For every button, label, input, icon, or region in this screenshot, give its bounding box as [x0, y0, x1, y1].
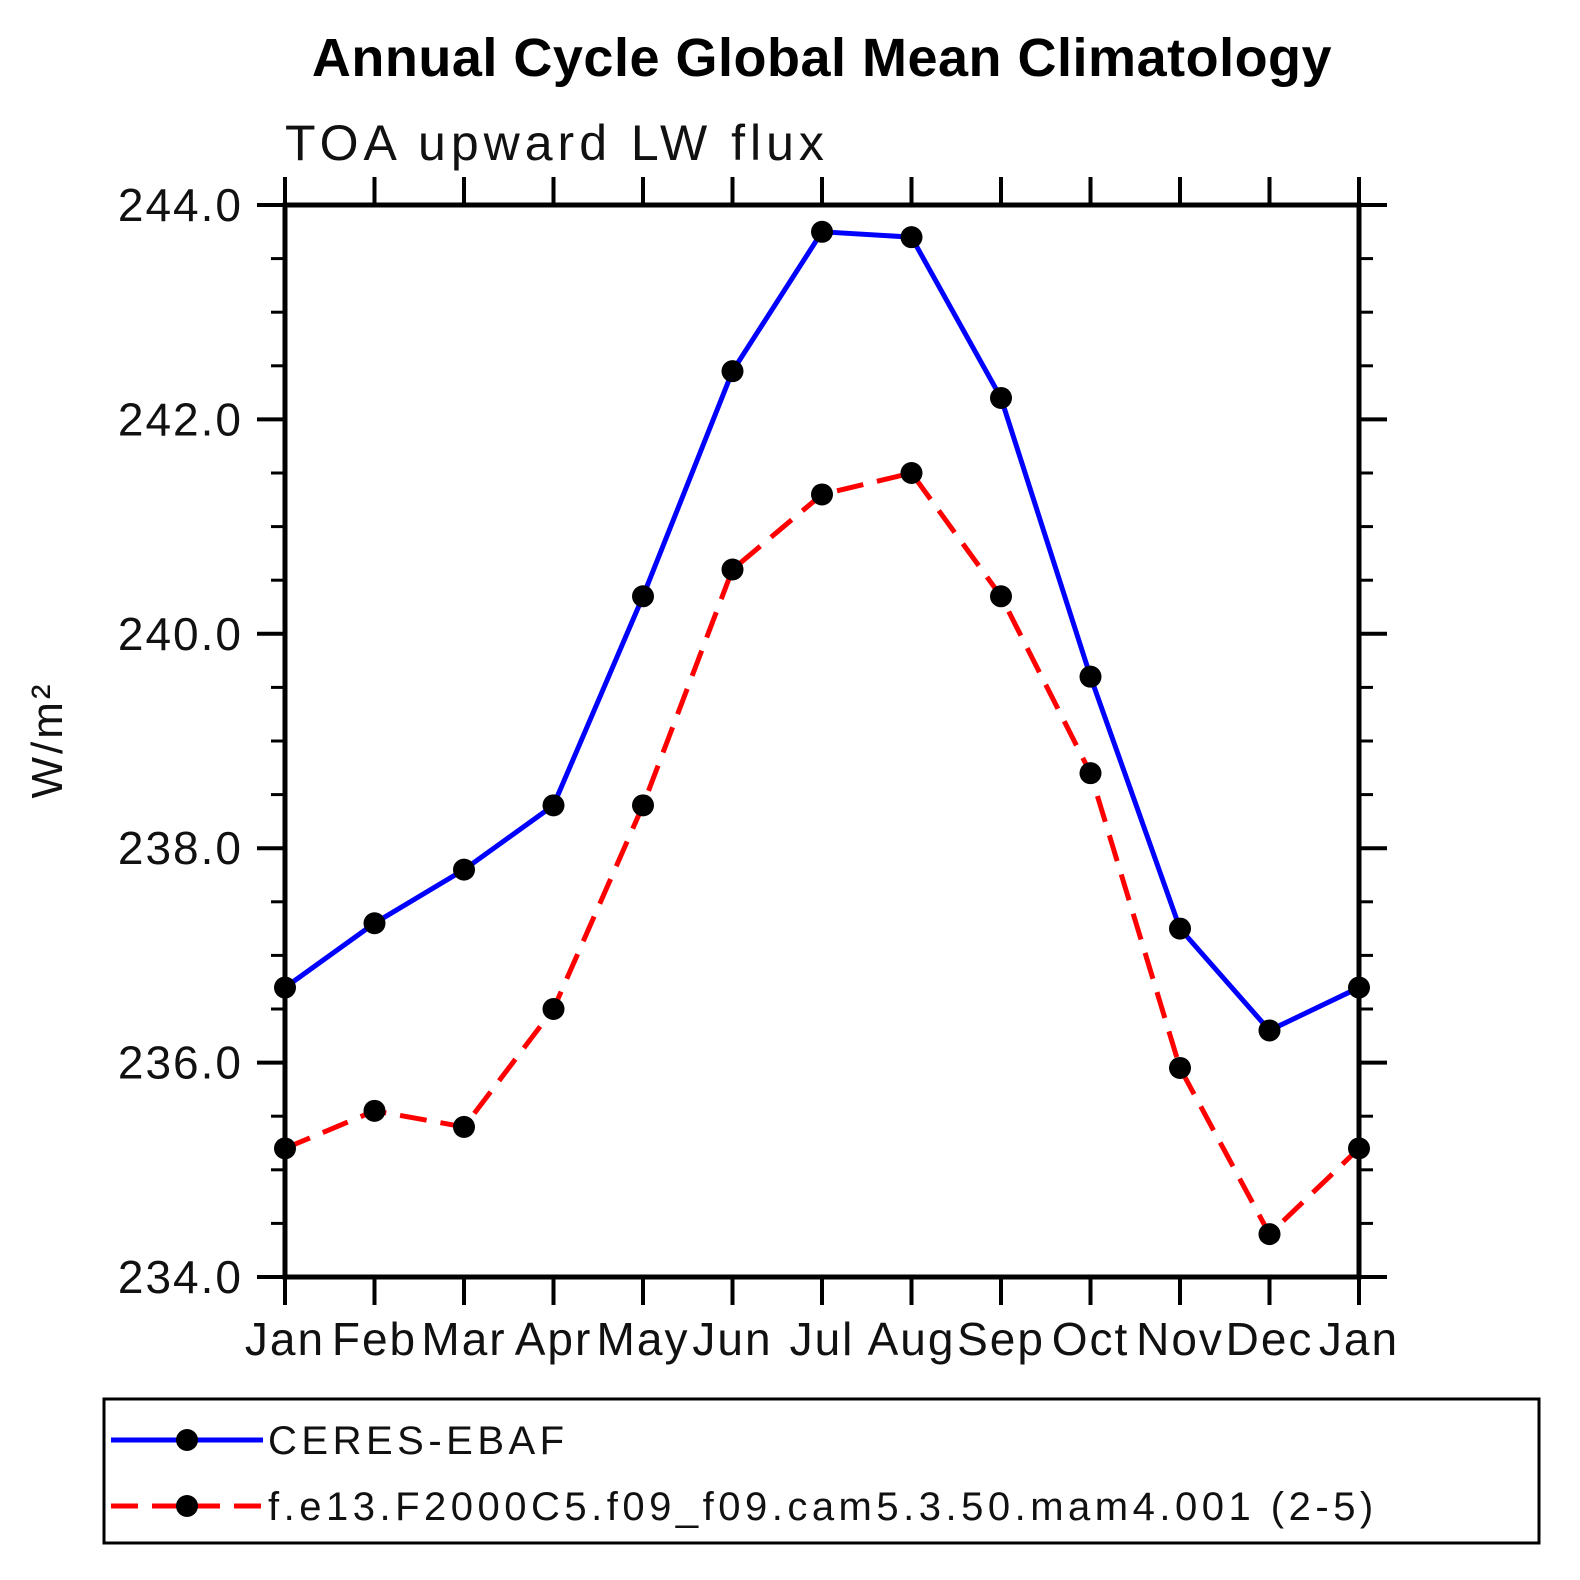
- legend-label: CERES-EBAF: [268, 1419, 569, 1463]
- x-tick-label: Jun: [692, 1313, 772, 1365]
- data-point: [990, 386, 1012, 409]
- data-point: [1079, 762, 1102, 785]
- data-point: [1079, 665, 1102, 688]
- chart-subtitle: TOA upward LW flux: [285, 115, 829, 171]
- plot-frame: [282, 202, 1362, 1280]
- data-point: [542, 794, 565, 817]
- data-point: [811, 483, 833, 506]
- data-series: [274, 220, 1370, 1246]
- legend-entry-model: f.e13.F2000C5.f09_f09.cam5.3.50.mam4.001…: [111, 1485, 1378, 1529]
- legend-box: [102, 1397, 1541, 1545]
- legend-entry-ceres-ebaf: CERES-EBAF: [111, 1419, 569, 1463]
- x-tick-label: Nov: [1136, 1313, 1224, 1365]
- legend: CERES-EBAF f.e13.F2000C5.f09_f09.cam5.3.…: [102, 1397, 1541, 1545]
- series-line-2: [284, 470, 1361, 1239]
- x-tick-label: Jan: [1319, 1313, 1399, 1365]
- page-title: Annual Cycle Global Mean Climatology: [312, 28, 1332, 88]
- data-point: [542, 998, 565, 1020]
- data-point: [363, 912, 386, 935]
- data-point: [632, 585, 654, 608]
- data-point: [363, 1099, 386, 1122]
- data-point: [811, 220, 833, 243]
- y-tick-label: 242.0: [118, 393, 243, 445]
- data-point: [721, 360, 744, 383]
- data-point: [453, 858, 475, 881]
- data-point: [900, 226, 923, 249]
- y-axis-title: W/m²: [23, 681, 72, 798]
- data-point: [990, 585, 1012, 608]
- y-tick-label: 240.0: [118, 608, 243, 660]
- x-tick-label: Oct: [1052, 1313, 1130, 1365]
- legend-marker-icon: [176, 1429, 198, 1451]
- data-point: [453, 1115, 475, 1138]
- x-tick-label: May: [597, 1313, 690, 1365]
- data-point: [1169, 917, 1191, 940]
- x-tick-label: Jul: [790, 1313, 855, 1365]
- y-tick-label: 234.0: [118, 1251, 243, 1303]
- x-tick-label: Jan: [245, 1313, 325, 1365]
- data-point: [1169, 1056, 1191, 1079]
- data-point: [632, 794, 654, 817]
- data-point: [1258, 1019, 1281, 1042]
- data-point: [1258, 1223, 1281, 1246]
- x-tick-label: Aug: [868, 1313, 956, 1365]
- x-tick-label: Dec: [1226, 1313, 1314, 1365]
- x-tick-label: Mar: [421, 1313, 506, 1365]
- x-tick-label: Sep: [957, 1313, 1045, 1365]
- data-point: [900, 462, 923, 484]
- data-point: [721, 558, 744, 581]
- x-tick-label: Feb: [332, 1313, 417, 1365]
- legend-marker-icon: [176, 1495, 198, 1517]
- x-tick-label: Apr: [515, 1313, 593, 1365]
- legend-label: f.e13.F2000C5.f09_f09.cam5.3.50.mam4.001…: [268, 1485, 1378, 1529]
- axis-ticks: [257, 177, 1387, 1305]
- y-tick-label: 238.0: [118, 822, 243, 874]
- y-tick-label: 244.0: [118, 179, 243, 231]
- series-line-1: [283, 229, 1361, 1034]
- y-tick-label: 236.0: [118, 1037, 243, 1089]
